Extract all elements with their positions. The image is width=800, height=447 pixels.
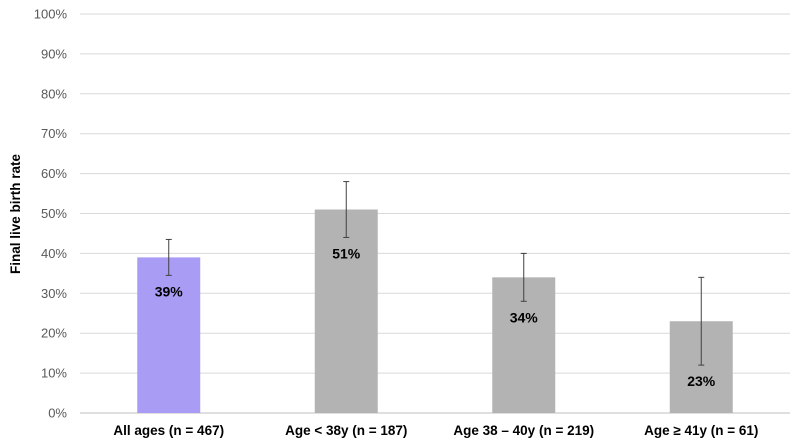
- y-axis-title: Final live birth rate: [8, 153, 23, 274]
- data-label: 51%: [332, 245, 361, 261]
- x-category-label: All ages (n = 467): [113, 423, 224, 438]
- bars: [137, 209, 733, 413]
- x-category-label: Age ≥ 41y (n = 61): [644, 423, 758, 438]
- data-label: 39%: [155, 283, 184, 299]
- data-label: 34%: [510, 309, 539, 325]
- y-tick-label: 100%: [34, 7, 68, 22]
- y-tick-label: 40%: [41, 246, 67, 261]
- y-tick-label: 90%: [41, 46, 67, 61]
- y-tick-label: 30%: [41, 286, 67, 301]
- x-category-label: Age < 38y (n = 187): [285, 423, 407, 438]
- y-tick-label: 50%: [41, 206, 67, 221]
- y-tick-label: 10%: [41, 366, 67, 381]
- error-bars: [165, 181, 705, 366]
- y-tick-label: 80%: [41, 86, 67, 101]
- x-category-label: Age 38 – 40y (n = 219): [453, 423, 594, 438]
- y-tick-label: 70%: [41, 126, 67, 141]
- bar: [314, 209, 378, 413]
- data-label: 23%: [687, 373, 716, 389]
- data-labels: 39% 51% 34% 23%: [155, 245, 716, 389]
- y-tick-label: 0%: [48, 406, 67, 421]
- bar: [137, 257, 201, 413]
- x-axis-categories: All ages (n = 467) Age < 38y (n = 187) Age…: [113, 423, 758, 438]
- y-axis-ticks: 0% 10% 20% 30% 40% 50% 60% 70% 80% 90% 100%: [34, 7, 68, 421]
- y-tick-label: 60%: [41, 166, 67, 181]
- y-tick-label: 20%: [41, 326, 67, 341]
